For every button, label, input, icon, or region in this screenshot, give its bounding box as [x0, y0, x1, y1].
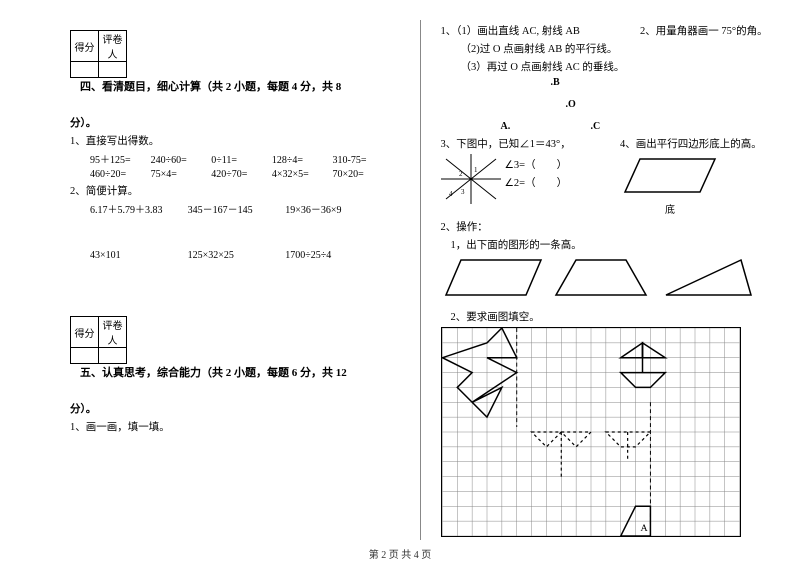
- r-l3: （3）再过 O 点画射线 AC 的垂线。: [461, 59, 771, 74]
- q5-1: 1、画一画，填一填。: [70, 419, 400, 434]
- svg-text:2: 2: [459, 170, 463, 178]
- eq: 240÷60=: [151, 155, 209, 166]
- eq-row-2: 460÷20= 75×4= 420÷70= 4×32×5= 70×20=: [90, 169, 400, 180]
- svg-text:3: 3: [461, 188, 465, 196]
- eq: 128÷4=: [272, 155, 330, 166]
- bottom-label: 底: [620, 201, 720, 216]
- q4-1: 1、直接写出得数。: [70, 133, 400, 148]
- r-l1: 1、（1）画出直线 AC, 射线 AB: [441, 23, 641, 38]
- svg-text:4: 4: [449, 190, 453, 198]
- reviewer-cell: [99, 348, 127, 364]
- point-O: .O: [566, 99, 576, 110]
- r-op2: 2、要求画图填空。: [451, 309, 771, 324]
- eq: 19×36－36×9: [285, 201, 380, 216]
- left-column: 得分 评卷人 四、看清题目，细心计算（共 2 小题，每题 4 分，共 8 分）。…: [70, 20, 420, 540]
- page-footer: 第 2 页 共 4 页: [0, 546, 800, 561]
- section-5-title-cont: 分）。: [70, 401, 400, 416]
- eq: 0÷11=: [211, 155, 269, 166]
- section-4-title: 四、看清题目，细心计算（共 2 小题，每题 4 分，共 8: [80, 78, 341, 94]
- reviewer-label: 评卷人: [99, 317, 127, 348]
- eq: 75×4=: [151, 169, 209, 180]
- r-q3: 3、下图中，已知∠1＝43°，: [441, 136, 611, 151]
- r-q3b: ∠2=（ ）: [505, 175, 568, 190]
- reviewer-cell: [99, 62, 127, 78]
- eq: 43×101: [90, 250, 185, 261]
- eq-row-4: 43×101 125×32×25 1700÷25÷4: [90, 250, 400, 261]
- eq: 345－167－145: [188, 201, 283, 216]
- r-q3a: ∠3=（ ）: [505, 157, 568, 172]
- section-4-title-cont: 分）。: [70, 115, 400, 130]
- right-column: 1、（1）画出直线 AC, 射线 AB 2、用量角器画一 75°的角。 （2)过…: [420, 20, 771, 540]
- score-label: 得分: [71, 31, 99, 62]
- eq: 1700÷25÷4: [285, 250, 380, 261]
- svg-text:1: 1: [474, 166, 478, 174]
- svg-text:A: A: [640, 523, 648, 534]
- r-l2: （2)过 O 点画射线 AB 的平行线。: [461, 41, 771, 56]
- eq: 460÷20=: [90, 169, 148, 180]
- r-op: 2、操作：: [441, 219, 771, 234]
- eq-row-1: 95＋125= 240÷60= 0÷11= 128÷4= 310-75=: [90, 151, 400, 166]
- score-cell: [71, 348, 99, 364]
- eq: 420÷70=: [211, 169, 269, 180]
- three-shapes: [441, 255, 761, 303]
- eq: 6.17＋5.79＋3.83: [90, 201, 185, 216]
- reviewer-label: 评卷人: [99, 31, 127, 62]
- parallelogram-1: [620, 154, 720, 198]
- point-B: .B: [551, 77, 560, 88]
- eq: 125×32×25: [188, 250, 283, 261]
- section-5-title: 五、认真思考，综合能力（共 2 小题，每题 6 分，共 12: [80, 364, 347, 380]
- score-box-4: 得分 评卷人: [70, 30, 127, 78]
- eq: 95＋125=: [90, 151, 148, 166]
- eq: 310-75=: [333, 155, 391, 166]
- score-label: 得分: [71, 317, 99, 348]
- score-box-5: 得分 评卷人: [70, 316, 127, 364]
- angle-diagram: 1 2 3 4: [441, 154, 501, 204]
- section-5-header: 得分 评卷人 五、认真思考，综合能力（共 2 小题，每题 6 分，共 12: [70, 316, 400, 380]
- eq: 4×32×5=: [272, 169, 330, 180]
- point-C: .C: [591, 121, 601, 132]
- eq: 70×20=: [333, 169, 391, 180]
- r-op1: 1，出下面的图形的一条高。: [451, 237, 771, 252]
- point-A: A.: [501, 121, 511, 132]
- grid-figure: A: [441, 327, 741, 537]
- q4-2: 2、简便计算。: [70, 183, 400, 198]
- eq-row-3: 6.17＋5.79＋3.83 345－167－145 19×36－36×9: [90, 201, 400, 216]
- score-cell: [71, 62, 99, 78]
- r-q4: 4、画出平行四边形底上的高。: [620, 136, 770, 151]
- section-4-header: 得分 评卷人 四、看清题目，细心计算（共 2 小题，每题 4 分，共 8: [70, 30, 400, 94]
- r-r1: 2、用量角器画一 75°的角。: [640, 23, 770, 38]
